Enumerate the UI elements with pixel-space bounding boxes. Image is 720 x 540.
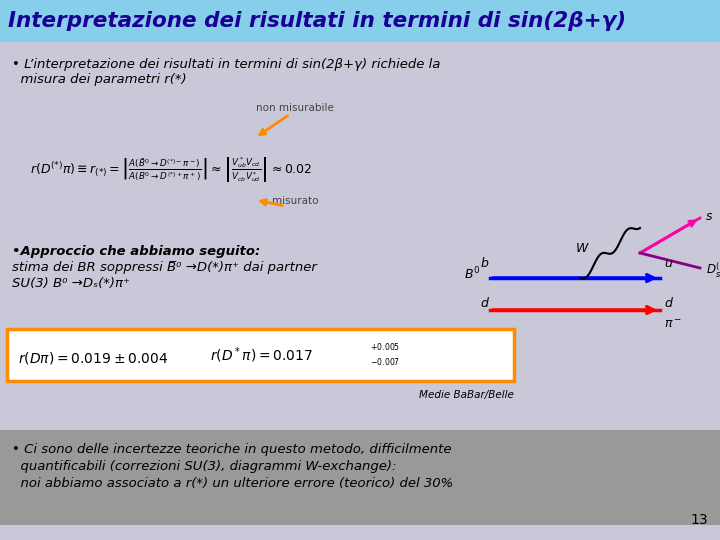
Text: stima dei BR soppressi B̅⁰ →D(*)π⁺ dai partner: stima dei BR soppressi B̅⁰ →D(*)π⁺ dai p…: [12, 261, 317, 274]
Text: quantificabili (correzioni SU(3), diagrammi W-exchange):: quantificabili (correzioni SU(3), diagra…: [12, 460, 397, 473]
Text: • L’interpretazione dei risultati in termini di sin(2β+γ) richiede la: • L’interpretazione dei risultati in ter…: [12, 58, 441, 71]
Text: noi abbiamo associato a r(*) un ulteriore errore (teorico) del 30%: noi abbiamo associato a r(*) un ulterior…: [12, 477, 454, 490]
Text: •Approccio che abbiamo seguito:: •Approccio che abbiamo seguito:: [12, 245, 260, 258]
Text: Interpretazione dei risultati in termini di sin(2β+γ): Interpretazione dei risultati in termini…: [8, 11, 626, 31]
Text: non misurabile: non misurabile: [256, 103, 334, 113]
Text: Medie BaBar/Belle: Medie BaBar/Belle: [419, 390, 514, 400]
Text: d: d: [664, 297, 672, 310]
Text: d: d: [480, 297, 488, 310]
Text: $r(D^{(*)}\pi) \equiv r_{(*)} = \left|\frac{A(\bar{B}^0 \to D^{(*)-}\pi^-)}{A(B^: $r(D^{(*)}\pi) \equiv r_{(*)} = \left|\f…: [30, 156, 312, 185]
Text: s: s: [706, 210, 713, 222]
Text: 13: 13: [690, 513, 708, 527]
Text: W: W: [576, 242, 588, 255]
Text: u: u: [664, 257, 672, 270]
Text: b: b: [480, 257, 488, 270]
Text: $_{-0.007}$: $_{-0.007}$: [370, 357, 400, 369]
Text: SU(3) B⁰ →Dₛ(*)π⁺: SU(3) B⁰ →Dₛ(*)π⁺: [12, 277, 130, 290]
Text: • Ci sono delle incertezze teoriche in questo metodo, difficilmente: • Ci sono delle incertezze teoriche in q…: [12, 443, 451, 456]
FancyBboxPatch shape: [7, 329, 514, 381]
Text: $\pi^-$: $\pi^-$: [664, 318, 682, 331]
Text: $r(D^*\pi) = 0.017$: $r(D^*\pi) = 0.017$: [210, 345, 313, 365]
Text: $B^0$: $B^0$: [464, 266, 480, 282]
Text: $D_s^{(*)+}$: $D_s^{(*)+}$: [706, 260, 720, 280]
Text: $r(D\pi) = 0.019 \pm 0.004$: $r(D\pi) = 0.019 \pm 0.004$: [18, 350, 168, 366]
Bar: [0, 0, 720, 42]
Text: $^{+0.005}$: $^{+0.005}$: [370, 343, 400, 353]
Bar: [0, 430, 720, 525]
Text: misurato: misurato: [271, 196, 318, 206]
Text: misura dei parametri r(*): misura dei parametri r(*): [12, 73, 186, 86]
